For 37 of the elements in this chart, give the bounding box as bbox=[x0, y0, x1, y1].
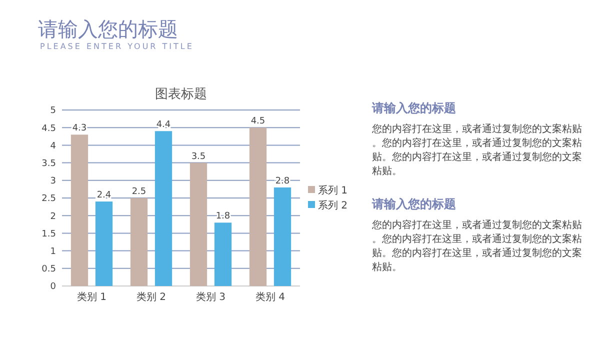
x-tick-label: 类别 4 bbox=[255, 291, 286, 303]
bar bbox=[130, 198, 148, 286]
y-tick-label: 4 bbox=[50, 141, 56, 152]
text: PLEASE ENTER YOUR TITLE bbox=[40, 42, 194, 51]
y-tick-label: 4.5 bbox=[42, 124, 56, 134]
text: 请输入您的标题 bbox=[371, 101, 456, 115]
data-label: 4.5 bbox=[250, 116, 266, 127]
x-tick-label: 类别 2 bbox=[136, 291, 166, 303]
legend-label: 系列 2 bbox=[318, 200, 348, 212]
y-tick-label: 3 bbox=[50, 176, 56, 187]
x-tick-label: 类别 3 bbox=[196, 291, 226, 303]
text: 请输入您的标题 bbox=[371, 197, 456, 211]
bar bbox=[95, 202, 113, 286]
text: 您的内容打在这里，或者通过复制您的文案粘贴。您的内容打在这里，或者通过复制您的文案粘贴。您的内容打在这里，或者通过复制您的文案粘贴。 bbox=[371, 123, 582, 177]
bar bbox=[249, 128, 267, 286]
text: 请输入您的标题 bbox=[38, 17, 178, 41]
data-label: 2.5 bbox=[132, 187, 146, 197]
x-tick-label: 类别 1 bbox=[76, 291, 107, 303]
bar bbox=[274, 187, 292, 286]
y-tick-label: 0.5 bbox=[42, 264, 56, 275]
bar bbox=[214, 222, 232, 286]
text: 您的内容打在这里，或者通过复制您的文案粘贴。您的内容打在这里，或者通过复制您的文案粘贴。您的内容打在这里，或者通过复制您的文案粘贴。 bbox=[371, 219, 582, 273]
bar bbox=[70, 134, 88, 286]
bar bbox=[154, 131, 172, 286]
bar bbox=[190, 162, 208, 286]
y-tick-label: 3.5 bbox=[42, 158, 56, 169]
data-label: 3.5 bbox=[191, 152, 206, 162]
y-tick-label: 5 bbox=[50, 106, 56, 116]
legend-label: 系列 1 bbox=[318, 184, 348, 196]
y-tick-label: 0 bbox=[50, 282, 56, 292]
data-label: 2.4 bbox=[96, 190, 112, 201]
chart-title: 图表标题 bbox=[155, 87, 207, 102]
y-tick-label: 1.5 bbox=[42, 229, 56, 240]
data-label: 4.4 bbox=[156, 120, 171, 130]
y-tick-label: 2 bbox=[50, 212, 56, 222]
y-tick-label: 2.5 bbox=[42, 194, 56, 204]
y-tick-label: 1 bbox=[50, 246, 56, 257]
